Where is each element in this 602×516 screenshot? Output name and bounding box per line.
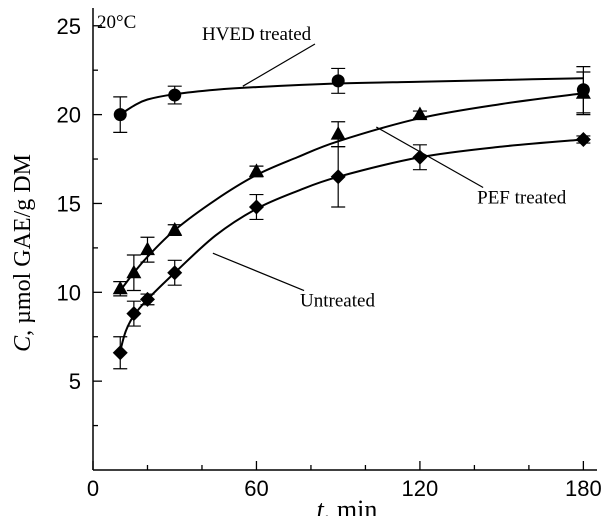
data-point-diamond: [575, 131, 591, 147]
series-labels: HVED treated PEF treated Untreated: [202, 24, 567, 312]
data-point-triangle: [139, 241, 155, 256]
data-point-triangle: [248, 163, 264, 177]
data-point-triangle: [575, 85, 591, 99]
data-point-circle: [168, 88, 182, 102]
x-tick-label: 0: [87, 476, 99, 501]
series-label: PEF treated: [477, 187, 567, 208]
data-point-triangle: [126, 264, 142, 279]
y-axis-title: C, µmol GAE/g DM: [10, 154, 36, 352]
data-point-diamond: [167, 265, 183, 281]
data-point-triangle: [412, 106, 428, 121]
axis-tick-labels: 0 60 120 180 5 10 15 20 25: [57, 14, 602, 501]
y-tick-label: 20: [57, 103, 81, 128]
leader-line: [376, 126, 484, 188]
temperature-annotation: 20°C: [97, 12, 136, 33]
axis-ticks: [92, 25, 585, 470]
y-tick-label: 15: [57, 191, 81, 216]
fit-curve-triangle: [119, 92, 584, 292]
y-axis-title-unit: , µmol GAE/g DM: [10, 154, 36, 336]
data-point-triangle: [330, 126, 346, 140]
series-label: Untreated: [300, 291, 375, 312]
series-label: HVED treated: [202, 24, 312, 45]
x-axis-title-variable: t: [317, 495, 325, 516]
y-tick-label: 10: [57, 280, 81, 305]
error-bars: [113, 66, 591, 370]
data-point-triangle: [167, 222, 183, 236]
data-point-diamond: [330, 169, 346, 185]
data-markers: [112, 74, 591, 361]
leader-line: [242, 43, 316, 87]
data-point-circle: [113, 108, 127, 122]
y-tick-label: 5: [69, 369, 81, 394]
x-axis-title: t, min: [317, 495, 378, 516]
x-axis-title-unit: , min: [324, 495, 377, 516]
data-point-diamond: [112, 345, 128, 361]
data-point-diamond: [139, 291, 155, 307]
y-axis-title-variable: C: [10, 335, 36, 352]
x-tick-label: 120: [402, 476, 439, 501]
fit-curve-diamond: [119, 138, 584, 352]
data-point-circle: [331, 74, 345, 88]
x-tick-label: 180: [565, 476, 602, 501]
data-point-diamond: [248, 199, 264, 215]
data-point-diamond: [126, 306, 142, 322]
data-point-triangle: [112, 280, 128, 295]
y-tick-label: 25: [57, 14, 81, 39]
x-tick-label: 60: [244, 476, 268, 501]
fit-curve-circle: [119, 77, 584, 116]
leader-line: [212, 252, 305, 292]
series-label-leaders: [212, 43, 484, 292]
axes: [92, 8, 597, 471]
